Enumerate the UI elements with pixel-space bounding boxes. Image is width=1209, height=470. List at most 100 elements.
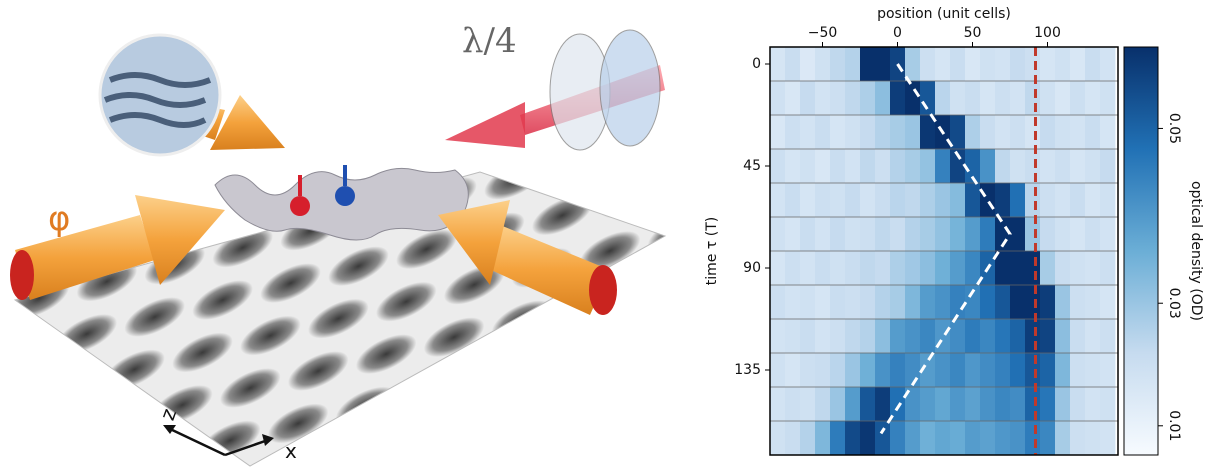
cell	[800, 47, 815, 81]
cell	[905, 115, 920, 149]
cell	[890, 217, 905, 251]
cell	[1025, 47, 1040, 81]
cell	[860, 81, 875, 115]
cell	[1085, 149, 1100, 183]
cell	[965, 387, 980, 421]
cell	[860, 353, 875, 387]
cell	[860, 217, 875, 251]
cell	[875, 421, 890, 455]
cell	[830, 149, 845, 183]
cell	[1100, 149, 1115, 183]
cell	[1010, 387, 1025, 421]
cell	[785, 115, 800, 149]
cell	[920, 421, 935, 455]
cell	[830, 217, 845, 251]
cell	[920, 319, 935, 353]
cell	[770, 421, 785, 455]
cell	[785, 353, 800, 387]
cell	[965, 251, 980, 285]
cell	[845, 217, 860, 251]
cell	[965, 353, 980, 387]
cell	[1025, 81, 1040, 115]
cell	[875, 251, 890, 285]
cell	[875, 115, 890, 149]
y-tick-label: 45	[743, 158, 761, 174]
cell	[1040, 251, 1055, 285]
cell	[815, 353, 830, 387]
cell	[1070, 81, 1085, 115]
cell	[935, 387, 950, 421]
cell	[1010, 149, 1025, 183]
cell	[875, 149, 890, 183]
cell	[1040, 183, 1055, 217]
cell	[1100, 47, 1115, 81]
cell	[995, 47, 1010, 81]
cell	[965, 319, 980, 353]
cell	[890, 149, 905, 183]
cell	[905, 319, 920, 353]
cell	[980, 421, 995, 455]
cell	[1085, 353, 1100, 387]
cell	[770, 251, 785, 285]
cell	[800, 149, 815, 183]
y-tick-label: 90	[743, 260, 761, 276]
y-tick-label: 135	[734, 362, 761, 378]
cell	[860, 115, 875, 149]
cell	[905, 183, 920, 217]
cell	[1040, 387, 1055, 421]
cell	[965, 421, 980, 455]
cell	[875, 217, 890, 251]
cell	[860, 183, 875, 217]
cell	[785, 81, 800, 115]
cell	[1100, 319, 1115, 353]
cell	[875, 319, 890, 353]
cell	[1025, 217, 1040, 251]
cell	[980, 319, 995, 353]
cell	[830, 251, 845, 285]
cell	[1100, 251, 1115, 285]
cell	[1040, 47, 1055, 81]
cell	[965, 183, 980, 217]
cell	[815, 387, 830, 421]
cell	[965, 217, 980, 251]
cell	[1085, 183, 1100, 217]
cell	[860, 47, 875, 81]
cell	[1100, 115, 1115, 149]
cell	[890, 183, 905, 217]
cell	[815, 149, 830, 183]
cell	[1010, 115, 1025, 149]
cell	[920, 217, 935, 251]
cell	[920, 387, 935, 421]
cell	[860, 421, 875, 455]
cell	[950, 421, 965, 455]
cell	[995, 353, 1010, 387]
axis-x-label: x	[285, 439, 297, 463]
cell	[935, 149, 950, 183]
y-axis-label: time τ (T)	[704, 217, 720, 285]
cell	[785, 149, 800, 183]
cell	[770, 47, 785, 81]
cell	[815, 115, 830, 149]
cell	[815, 47, 830, 81]
cell	[815, 319, 830, 353]
cell	[920, 149, 935, 183]
cell	[785, 251, 800, 285]
x-tick-label: −50	[808, 25, 838, 41]
cell	[800, 115, 815, 149]
colorbar	[1124, 47, 1158, 455]
wave-plate-label: λ/4	[462, 21, 517, 61]
heatmap	[770, 47, 1118, 455]
cell	[920, 285, 935, 319]
cell	[875, 387, 890, 421]
cell	[1055, 387, 1070, 421]
cell	[770, 319, 785, 353]
cell	[995, 421, 1010, 455]
y-tick-label: 0	[752, 56, 761, 72]
cell	[905, 149, 920, 183]
cell	[845, 387, 860, 421]
cell	[890, 251, 905, 285]
cell	[1010, 421, 1025, 455]
cell	[935, 81, 950, 115]
cell	[770, 149, 785, 183]
cell	[845, 149, 860, 183]
